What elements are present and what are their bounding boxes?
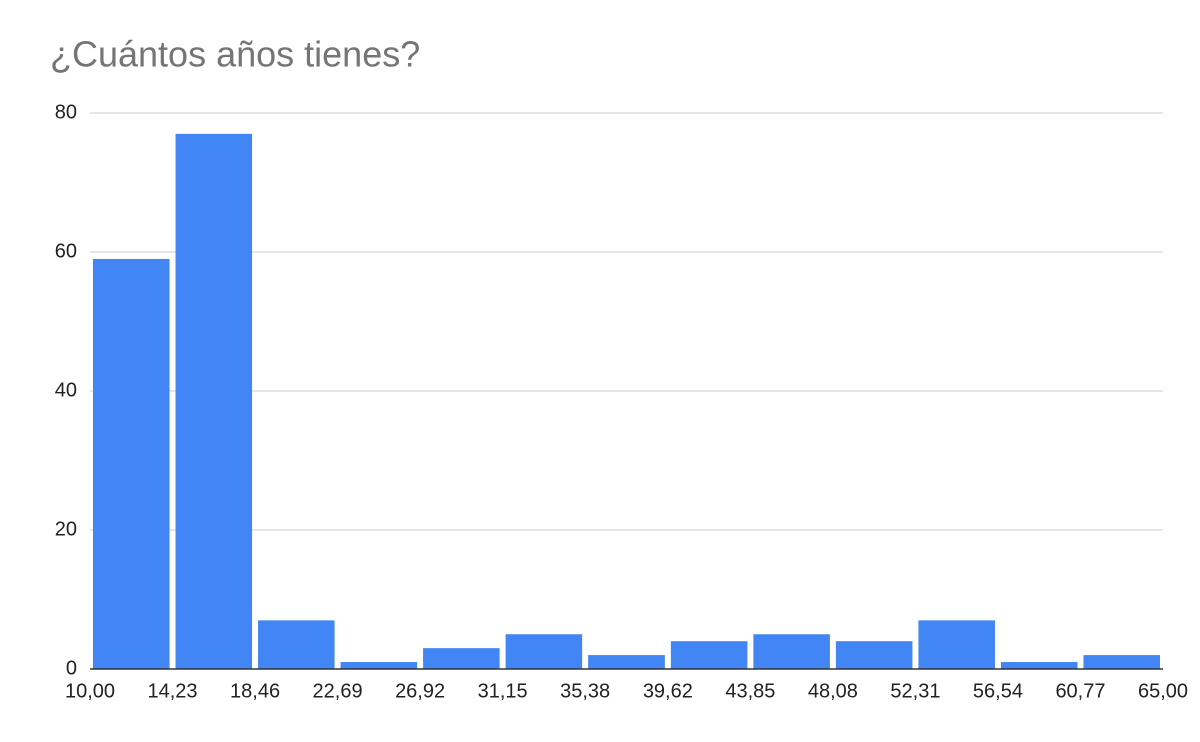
x-tick-label: 14,23: [147, 680, 197, 702]
x-tick-label: 31,15: [478, 680, 528, 702]
x-tick-label: 10,00: [65, 680, 115, 702]
bar: [1083, 655, 1160, 669]
x-tick-label: 48,08: [808, 680, 858, 702]
bar: [258, 620, 335, 669]
y-tick-label: 0: [66, 657, 77, 679]
x-tick-label: 26,92: [395, 680, 445, 702]
bar: [588, 655, 665, 669]
y-tick-label: 20: [55, 518, 77, 540]
bar: [918, 620, 995, 669]
bar: [423, 648, 500, 669]
bar: [753, 634, 830, 669]
x-tick-label: 60,77: [1055, 680, 1105, 702]
bar: [835, 641, 913, 669]
x-tick-label: 65,00: [1138, 680, 1188, 702]
chart-title: ¿Cuántos años tienes?: [50, 34, 420, 75]
x-tick-label: 52,31: [890, 680, 940, 702]
bar: [1000, 662, 1078, 669]
bar: [505, 634, 583, 669]
y-tick-label: 40: [55, 379, 77, 401]
x-tick-label: 22,69: [313, 680, 363, 702]
bar: [670, 641, 748, 669]
y-tick-label: 60: [55, 240, 77, 262]
bar: [340, 662, 418, 669]
bar: [175, 133, 253, 670]
x-tick-label: 56,54: [973, 680, 1023, 702]
x-tick-label: 35,38: [560, 680, 610, 702]
x-tick-label: 43,85: [725, 680, 775, 702]
bar: [93, 258, 170, 669]
y-tick-label: 80: [55, 101, 77, 123]
x-tick-label: 39,62: [643, 680, 693, 702]
x-tick-label: 18,46: [230, 680, 280, 702]
